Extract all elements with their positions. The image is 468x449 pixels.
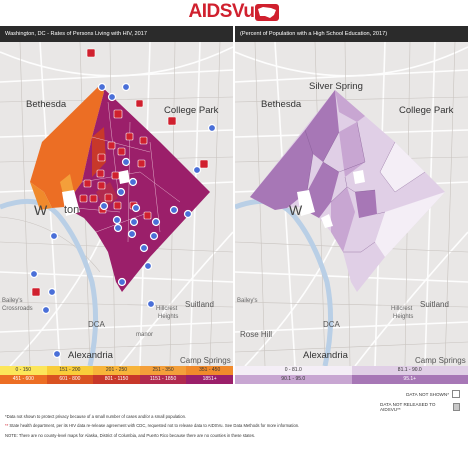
footnote-privacy: *Data not shown to protect privacy becau… [5,414,187,419]
testing-site-pins [29,82,217,359]
place-suitland-right: Suitland [420,300,449,309]
no-data-shown-swatch [452,390,460,398]
place-bethesda-right: Bethesda [261,99,302,110]
place-hillcrest: Hillcrest [156,306,178,312]
legend-bin: 0 - 81.0 [235,366,352,375]
right-legend: 0 - 81.0 81.1 - 90.0 90.1 - 95.0 95.1+ [235,366,468,384]
place-dca: DCA [88,320,105,329]
left-map-canvas [0,42,233,366]
place-silver-spring: Silver Spring [309,81,363,92]
legend-bin: 251 - 350 [139,366,187,375]
place-alexandria-right: Alexandria [303,350,348,361]
right-map-title: (Percent of Population with a High Schoo… [235,26,468,42]
place-manor: manor [136,332,154,338]
place-suitland: Suitland [185,300,214,309]
place-camp-springs: Camp Springs [180,356,231,365]
place-washington-fragment-right: W [289,202,303,218]
no-data-released-key: DATA NOT RELEASED TO AIDSVU** [380,402,460,412]
place-college-park: College Park [164,105,219,116]
legend-bin: 95.1+ [351,375,468,384]
footnote-release-mark: ** [5,423,9,428]
place-rose-hill: Rose Hill [240,330,273,339]
place-crossroads: Crossroads [2,306,33,312]
place-bailey: Bailey's [2,298,23,304]
no-data-released-swatch [452,403,460,411]
brand-header: AIDSVu [0,0,468,24]
left-map-title: Washington, DC - Rates of Persons Living… [0,26,233,42]
hiv-service-pins [31,48,209,297]
legend-bin: 0 - 150 [0,366,47,375]
brand-logo: AIDSVu [188,1,255,22]
place-washington-fragment: W [34,202,48,218]
footnote-release-text: State health department, per its HIV dat… [8,423,300,428]
place-bethesda: Bethesda [26,99,67,110]
legend-bin: 601 - 800 [46,375,94,384]
legend-bin: 801 - 1150 [93,375,140,384]
place-hillcrest-right: Hillcrest [391,306,413,312]
place-college-park-right: College Park [399,105,454,116]
no-data-shown-label: DATA NOT SHOWN* [406,391,449,397]
legend-bin: 90.1 - 95.0 [235,375,352,384]
place-dca-right: DCA [323,320,340,329]
right-map-canvas [235,42,468,366]
place-washington-fragment-2: ton [64,204,80,216]
place-heights: Heights [158,314,179,320]
place-alexandria: Alexandria [68,350,113,361]
legend-bin: 81.1 - 90.0 [351,366,468,375]
legend-bin: 451 - 600 [0,375,47,384]
legend-bin: 1851+ [186,375,233,384]
place-bailey-right: Bailey's [237,298,258,304]
left-map[interactable]: Bethesda College Park W ton DCA Suitland… [0,42,233,366]
place-heights-right: Heights [393,314,414,320]
right-map[interactable]: Silver Spring Bethesda College Park W DC… [235,42,468,366]
legend-bin: 1151 - 1850 [139,375,187,384]
legend-bin: 351 - 450 [186,366,233,375]
us-map-icon [255,3,280,21]
no-data-released-label: DATA NOT RELEASED TO AIDSVU** [380,402,436,412]
legend-bin: 201 - 250 [93,366,140,375]
footnote-release: ** State health department, per its HIV … [5,423,299,428]
footnote-note: NOTE: There are no county-level maps for… [5,433,256,438]
place-camp-springs-right: Camp Springs [415,356,466,365]
legend-bin: 151 - 200 [46,366,94,375]
left-legend: 0 - 150 151 - 200 201 - 250 251 - 350 351 - … [0,366,233,384]
no-data-shown-key: DATA NOT SHOWN* [380,390,460,398]
